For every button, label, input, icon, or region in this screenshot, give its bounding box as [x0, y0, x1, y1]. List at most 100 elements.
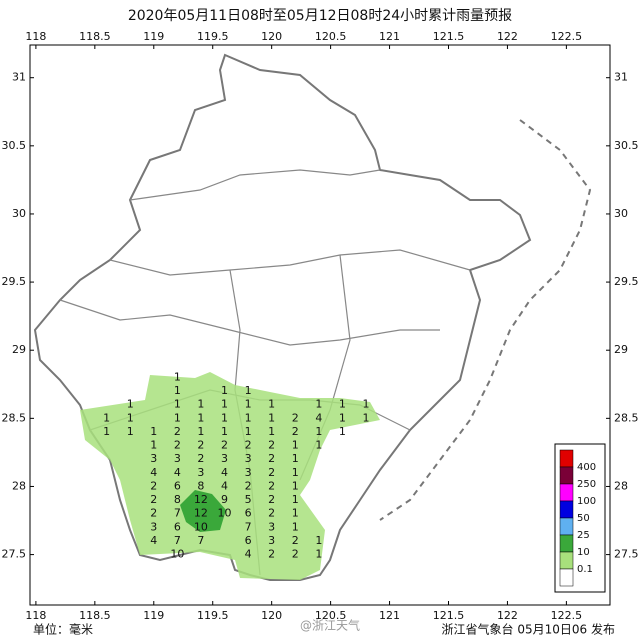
lat-tick-label: 29	[614, 343, 628, 356]
rain-value: 2	[268, 452, 275, 465]
rain-value: 2	[245, 439, 252, 452]
rain-value: 1	[339, 398, 346, 411]
rain-value: 1	[221, 398, 228, 411]
rain-value: 2	[292, 425, 299, 438]
lon-tick-label: 118	[25, 30, 46, 43]
rain-value: 3	[268, 520, 275, 533]
lat-tick-label: 29	[12, 343, 26, 356]
rain-value: 1	[315, 439, 322, 452]
rain-value: 2	[174, 439, 181, 452]
issuer-label: 浙江省气象台 05月10日06 发布	[442, 622, 615, 637]
legend-swatch	[559, 449, 574, 468]
rain-value: 2	[268, 439, 275, 452]
rain-value: 3	[245, 466, 252, 479]
legend-label: 50	[577, 513, 590, 524]
lon-tick-label: 119.5	[197, 30, 229, 43]
rain-value: 1	[292, 466, 299, 479]
lat-tick-label: 28.5	[614, 411, 639, 424]
lon-tick-label: 120.5	[315, 609, 347, 622]
rain-value: 3	[245, 452, 252, 465]
legend-swatch	[559, 517, 574, 536]
legend-label: 400	[577, 462, 596, 473]
rain-value: 3	[197, 466, 204, 479]
lat-tick-label: 29.5	[614, 275, 639, 288]
rain-area-light	[80, 372, 380, 580]
rain-value: 1	[315, 398, 322, 411]
rain-value: 1	[127, 411, 134, 424]
lon-tick-label: 118.5	[79, 609, 111, 622]
legend-swatch	[559, 568, 574, 587]
rain-value: 2	[174, 425, 181, 438]
rain-value: 1	[174, 411, 181, 424]
rain-value: 1	[245, 384, 252, 397]
rain-value: 1	[292, 439, 299, 452]
rain-value: 1	[197, 398, 204, 411]
rain-value: 6	[245, 534, 252, 547]
rain-value: 3	[150, 452, 157, 465]
rain-value: 4	[245, 548, 252, 561]
rain-value: 4	[315, 411, 322, 424]
rain-value: 1	[268, 398, 275, 411]
rain-value: 9	[221, 493, 228, 506]
rain-value: 2	[197, 452, 204, 465]
rain-value: 1	[315, 548, 322, 561]
rain-value: 1	[245, 425, 252, 438]
rain-value: 2	[292, 411, 299, 424]
lat-tick-label: 30.5	[614, 139, 639, 152]
rain-value: 6	[174, 479, 181, 492]
map-title: 2020年05月11日08时至05月12日08时24小时累计雨量预报	[128, 8, 512, 24]
lon-tick-label: 120	[261, 609, 282, 622]
lon-tick-label: 121	[379, 30, 400, 43]
rain-value: 1	[197, 425, 204, 438]
rain-value: 4	[174, 466, 181, 479]
lon-tick-label: 122	[497, 609, 518, 622]
lat-tick-label: 31	[614, 71, 628, 84]
rain-value: 6	[245, 507, 252, 520]
rain-value: 1	[150, 425, 157, 438]
legend-swatch	[559, 500, 574, 519]
rain-value: 1	[268, 411, 275, 424]
lon-tick-label: 122.5	[551, 609, 583, 622]
rain-value: 1	[315, 425, 322, 438]
legend-label: 0.1	[577, 564, 593, 575]
rain-value: 7	[197, 534, 204, 547]
rain-value: 7	[245, 520, 252, 533]
rain-value: 2	[150, 493, 157, 506]
rain-value: 2	[268, 507, 275, 520]
rain-value: 1	[292, 507, 299, 520]
rain-value: 1	[221, 384, 228, 397]
rain-value: 2	[150, 479, 157, 492]
legend-swatch	[559, 551, 574, 570]
rain-value: 1	[221, 425, 228, 438]
lat-tick-label: 30	[12, 207, 26, 220]
rain-value: 2	[292, 534, 299, 547]
rain-value: 1	[127, 398, 134, 411]
legend-label: 10	[577, 547, 590, 558]
lat-tick-label: 30.5	[2, 139, 27, 152]
rain-value: 4	[150, 534, 157, 547]
legend-swatch	[559, 534, 574, 553]
lat-tick-label: 28.5	[2, 411, 27, 424]
lat-tick-label: 29.5	[2, 275, 27, 288]
legend-label: 25	[577, 530, 590, 541]
rain-value: 1	[339, 411, 346, 424]
rain-value: 8	[197, 479, 204, 492]
rain-value: 1	[292, 452, 299, 465]
legend-swatch	[559, 483, 574, 502]
rain-value: 7	[174, 534, 181, 547]
rain-value: 4	[221, 479, 228, 492]
watermark: @浙江天气	[300, 618, 360, 633]
rain-value: 1	[197, 411, 204, 424]
rain-value: 4	[150, 466, 157, 479]
rain-value: 1	[174, 370, 181, 383]
rain-value: 1	[245, 398, 252, 411]
rain-value: 2	[268, 493, 275, 506]
rain-value: 1	[221, 411, 228, 424]
rain-value: 1	[103, 411, 110, 424]
rain-value: 1	[103, 425, 110, 438]
lon-tick-label: 120.5	[315, 30, 347, 43]
rain-value: 12	[194, 507, 208, 520]
rain-value: 7	[174, 507, 181, 520]
rain-value: 10	[170, 548, 184, 561]
